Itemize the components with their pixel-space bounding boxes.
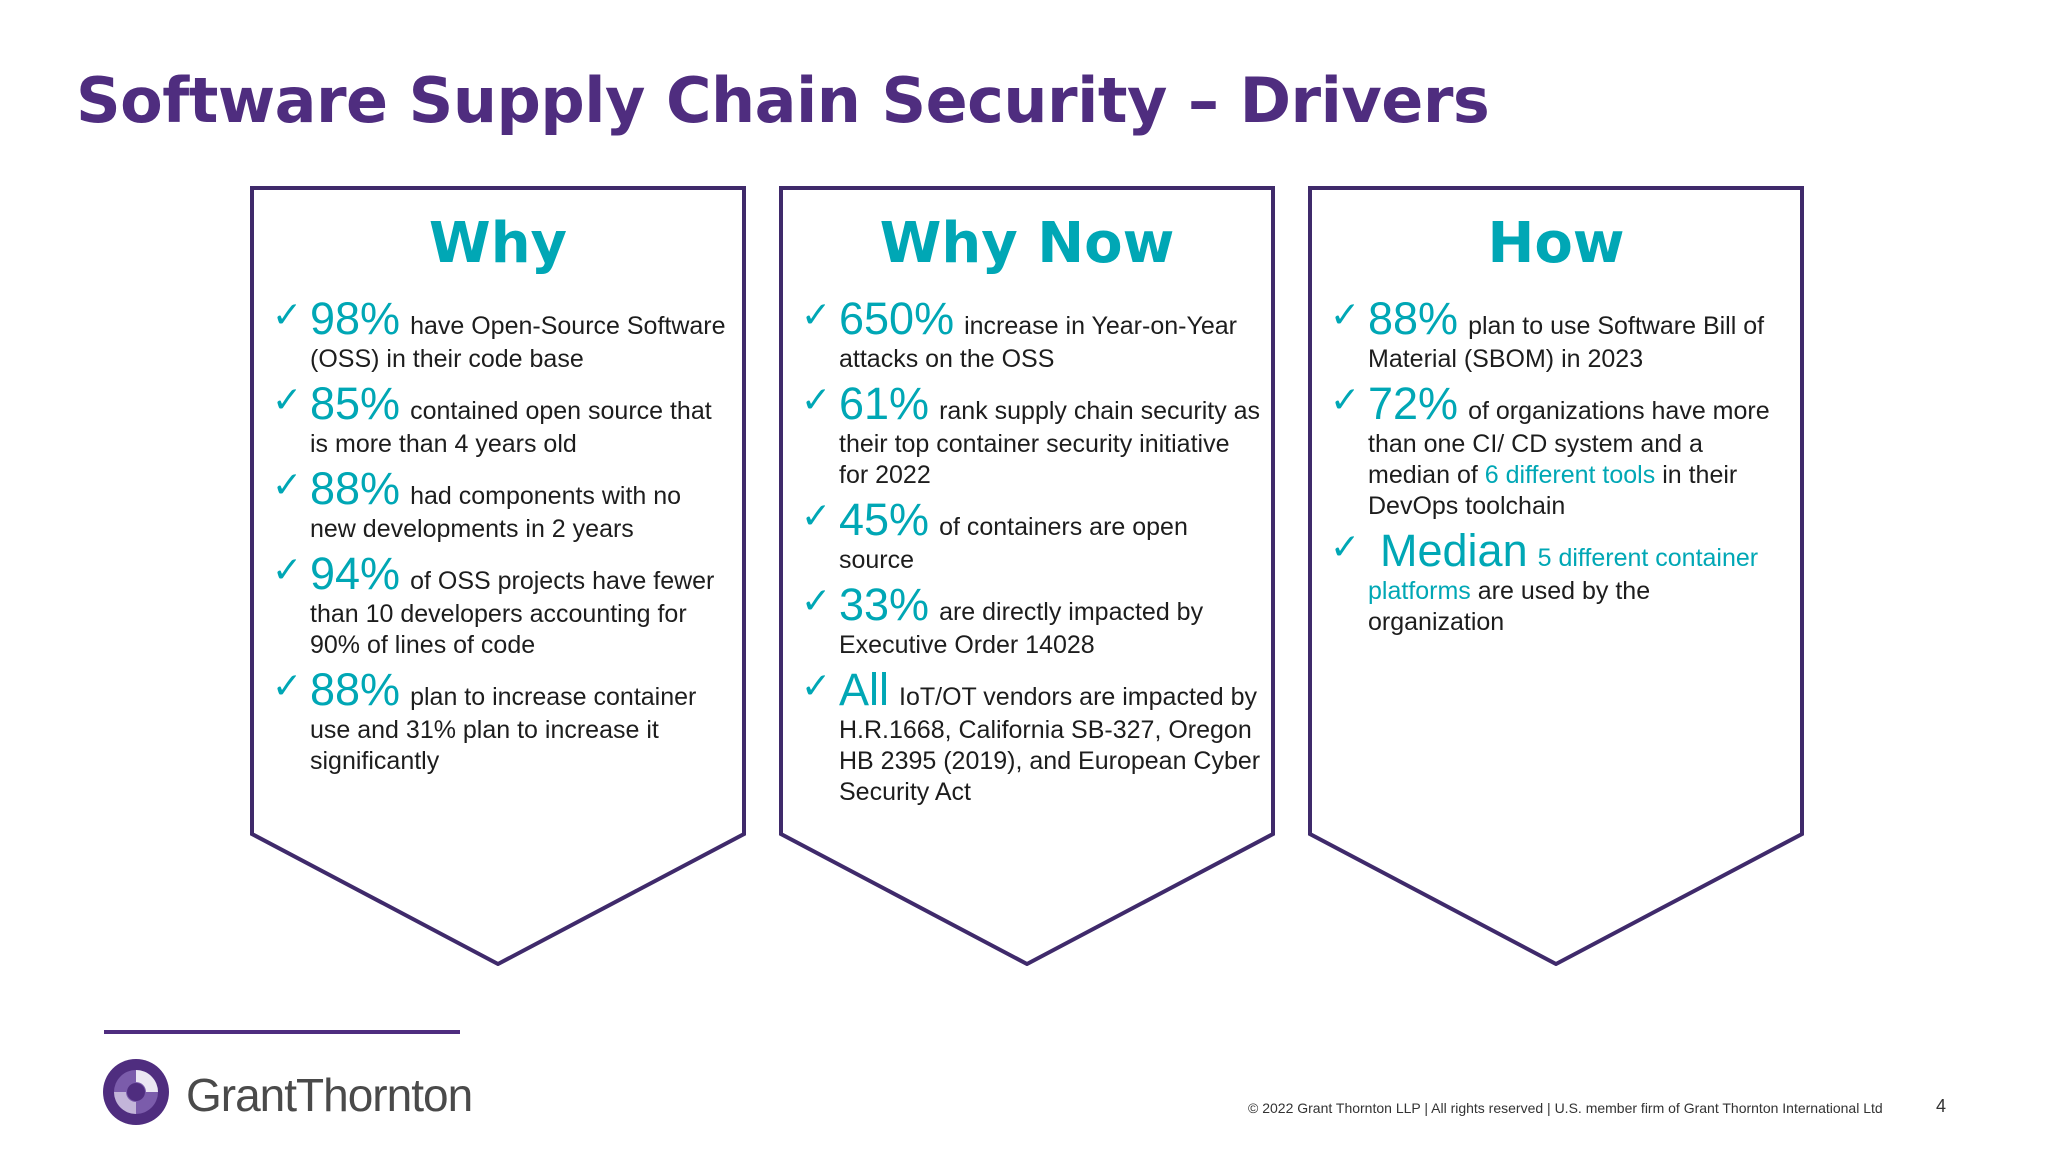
stat-value: 61% (839, 378, 930, 429)
stat-text-end: in their DevOps toolchain (1368, 461, 1738, 520)
stat-text: of organizations have more than one CI/ … (1368, 397, 1770, 489)
check-icon: ✓ (272, 295, 303, 336)
stat-value: All (839, 664, 890, 715)
check-icon: ✓ (801, 666, 832, 707)
stat-value: 88% (310, 463, 401, 514)
chevron-frame (250, 186, 746, 966)
highlight-text: 6 different tools (1484, 461, 1656, 489)
list-item: ✓ 650% increase in Year-on-Year attacks o… (801, 294, 1261, 375)
check-icon: ✓ (1330, 380, 1361, 421)
stat-text: contained open source that is more than … (310, 397, 712, 458)
stat-text: have Open-Source Software (OSS) in their… (310, 312, 726, 373)
stat-value: 650% (839, 293, 955, 344)
stat-value: Median (1380, 525, 1528, 576)
list-item: ✓ 94% of OSS projects have fewer than 10 … (272, 549, 732, 661)
footer-divider (104, 1030, 460, 1034)
stat-value: 98% (310, 293, 401, 344)
list-item: ✓ All IoT/OT vendors are impacted by H.R.… (801, 665, 1261, 808)
check-icon: ✓ (801, 380, 832, 421)
column-why: Why ✓ 98% have Open-Source Software (OSS)… (250, 186, 746, 966)
list-item: ✓ 61% rank supply chain security as their… (801, 379, 1261, 491)
stat-text: plan to increase container use and 31% p… (310, 683, 697, 775)
brand-name: GrantThornton (186, 1069, 473, 1121)
check-icon: ✓ (272, 550, 303, 591)
chevron-frame (779, 186, 1275, 966)
check-icon: ✓ (1330, 527, 1361, 568)
check-icon: ✓ (272, 380, 303, 421)
stat-text: IoT/OT vendors are impacted by H.R.1668,… (839, 683, 1261, 806)
stat-value: 88% (1368, 293, 1459, 344)
list-item: ✓ 85% contained open source that is more … (272, 379, 732, 460)
list-item: ✓ 88% had components with no new developm… (272, 464, 732, 545)
list-item: ✓ 98% have Open-Source Software (OSS) in … (272, 294, 732, 375)
check-icon: ✓ (272, 666, 303, 707)
column-heading: How (1487, 211, 1625, 276)
list-item: ✓ 33% are directly impacted by Executive … (801, 580, 1261, 661)
copyright-text: © 2022 Grant Thornton LLP | All rights r… (1248, 1100, 1883, 1116)
check-icon: ✓ (272, 465, 303, 506)
list-item: ✓ 45% of containers are open source (801, 495, 1261, 576)
stat-value: 45% (839, 494, 930, 545)
check-icon: ✓ (1330, 295, 1361, 336)
stat-text: of containers are open source (839, 513, 1188, 574)
list-item: ✓ 88% plan to increase container use and … (272, 665, 732, 777)
chevron-frame (1308, 186, 1804, 966)
column-why-now: Why Now ✓ 650% increase in Year-on-Year a… (779, 186, 1275, 966)
stat-value: 33% (839, 579, 930, 630)
stat-text: are directly impacted by Executive Order… (839, 598, 1204, 659)
stat-value: 94% (310, 548, 401, 599)
stat-text: had components with no new developments … (310, 482, 682, 543)
grant-thornton-logo-icon (103, 1059, 169, 1125)
highlight-text: 5 different container platforms (1368, 544, 1759, 605)
page-number: 4 (1936, 1096, 1947, 1116)
stat-text-end: are used by the organization (1368, 577, 1651, 636)
column-heading: Why (428, 211, 568, 276)
stat-text: of OSS projects have fewer than 10 devel… (310, 567, 715, 659)
list-item: ✓ Median 5 different container platforms … (1330, 526, 1790, 638)
slide-title: Software Supply Chain Security – Drivers (76, 64, 1490, 137)
check-icon: ✓ (801, 581, 832, 622)
stat-value: 85% (310, 378, 401, 429)
list-item: ✓ 72% of organizations have more than one… (1330, 379, 1790, 522)
stat-value: 72% (1368, 378, 1459, 429)
stat-text: rank supply chain security as their top … (839, 397, 1261, 489)
check-icon: ✓ (801, 295, 832, 336)
stat-text: plan to use Software Bill of Material (S… (1368, 312, 1765, 373)
stat-value: 88% (310, 664, 401, 715)
column-how: How ✓ 88% plan to use Software Bill of Ma… (1308, 186, 1804, 966)
column-heading: Why Now (879, 211, 1175, 276)
list-item: ✓ 88% plan to use Software Bill of Materi… (1330, 294, 1790, 375)
stat-text: increase in Year-on-Year attacks on the … (839, 312, 1237, 373)
check-icon: ✓ (801, 496, 832, 537)
